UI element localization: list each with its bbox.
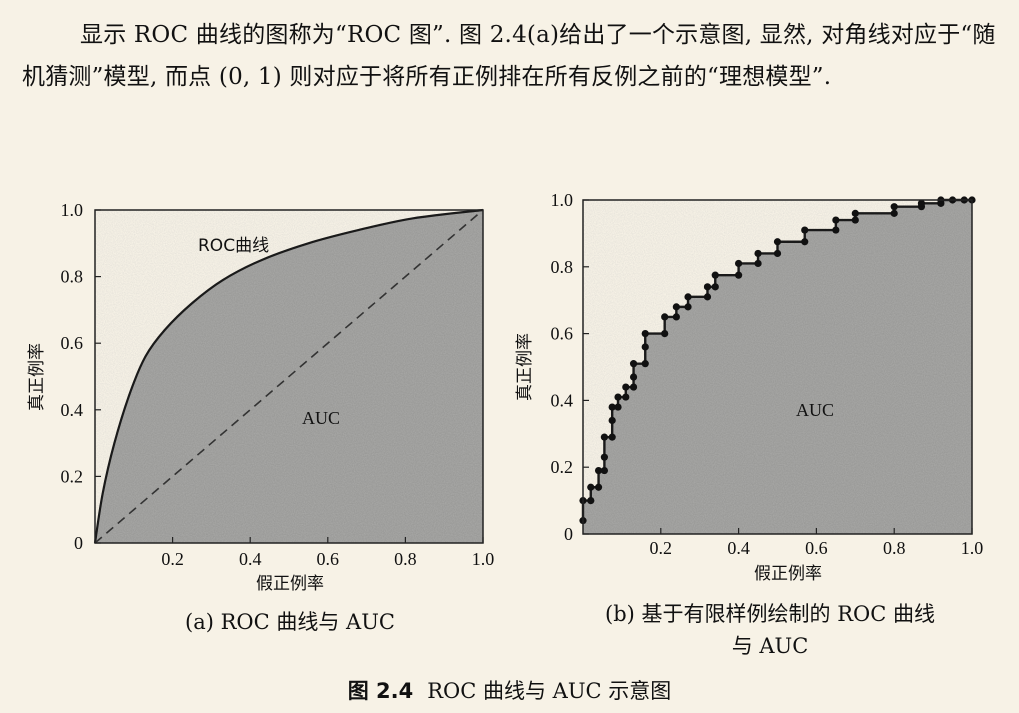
sample-point [773, 238, 782, 246]
sample-point [600, 453, 608, 461]
caption-b: (b) 基于有限样例绘制的 ROC 曲线 与 AUC [540, 598, 1000, 662]
sample-point [672, 303, 680, 311]
x-tick-label: 0.6 [317, 549, 340, 569]
x-axis-title-a: 假正例率 [256, 574, 324, 594]
sample-point [661, 330, 669, 338]
sample-point [890, 209, 898, 217]
sample-point [594, 483, 603, 491]
sample-point [754, 249, 762, 258]
chart-a: 0.2 0.4 0.6 0.8 1.0 0 0.2 0.4 0.6 0.8 1.0 ROC曲线 A… [27, 200, 494, 594]
y-tick-label: 0 [564, 524, 573, 544]
sample-point [629, 383, 638, 391]
figure-number: 图 2.4 [347, 679, 414, 703]
x-tick-label: 0.4 [239, 549, 262, 569]
sample-point [851, 209, 859, 217]
x-ticks-b: 0.2 0.4 0.6 0.8 1.0 [650, 528, 984, 558]
sample-point [735, 259, 743, 268]
sample-point [587, 483, 595, 491]
y-axis-title-b: 真正例率 [515, 333, 535, 401]
sample-point [629, 360, 638, 368]
y-tick-label: 0.2 [551, 457, 574, 477]
caption-a: (a) ROC 曲线与 AUC [185, 610, 395, 634]
y-tick-label: 0 [74, 533, 83, 553]
x-ticks-a: 0.2 0.4 0.6 0.8 1.0 [161, 537, 494, 569]
sample-point [703, 293, 712, 301]
y-ticks-a: 0 0.2 0.4 0.6 0.8 1.0 [61, 200, 101, 553]
y-tick-label: 1.0 [551, 190, 574, 210]
y-axis-title-a: 真正例率 [27, 343, 47, 411]
sample-point [703, 283, 712, 291]
x-axis-title-b: 假正例率 [754, 564, 822, 584]
x-tick-label: 0.4 [727, 538, 750, 558]
sample-point [587, 497, 595, 505]
plot-frame-b [582, 199, 973, 535]
x-tick-label: 0.8 [883, 538, 906, 558]
sample-point [641, 360, 649, 368]
y-tick-label: 0.8 [551, 257, 574, 277]
sample-point [684, 293, 692, 301]
sample-point [614, 393, 622, 401]
x-tick-label: 0.2 [161, 549, 184, 569]
sample-point [641, 343, 649, 351]
y-tick-label: 0.4 [551, 390, 574, 410]
x-tick-label: 0.6 [805, 538, 828, 558]
caption-b-line2: 与 AUC [731, 634, 809, 658]
sample-point [851, 216, 859, 224]
sample-point [600, 433, 608, 441]
auc-label-a: AUC [302, 408, 340, 428]
sample-point [832, 226, 840, 234]
y-tick-label: 0.8 [61, 267, 84, 287]
y-tick-label: 1.0 [61, 200, 84, 220]
sample-point [641, 330, 649, 338]
caption-b-line1: (b) 基于有限样例绘制的 ROC 曲线 [605, 602, 935, 626]
auc-label-b: AUC [796, 400, 834, 420]
sample-point [735, 271, 743, 279]
sample-point [711, 283, 719, 291]
y-tick-label: 0.2 [61, 466, 84, 486]
y-tick-label: 0.6 [61, 333, 84, 353]
plot-frame-a [94, 209, 484, 544]
sample-point [614, 403, 622, 411]
sample-point [684, 303, 692, 311]
sample-point [608, 416, 616, 425]
sample-point [622, 393, 630, 401]
y-tick-label: 0.6 [551, 324, 574, 344]
sample-point [801, 226, 809, 234]
sample-point [754, 259, 762, 268]
roc-curve-label: ROC曲线 [198, 236, 269, 256]
sample-point [832, 216, 840, 224]
body-paragraph: 显示 ROC 曲线的图称为“ROC 图”. 图 2.4(a)给出了一个示意图, … [22, 22, 996, 90]
sample-point [773, 249, 782, 258]
sample-point [672, 313, 680, 321]
chart-b: 0.2 0.4 0.6 0.8 1.0 0 0.2 0.4 0.6 0.8 1.0 AUC 假正例… [515, 190, 983, 584]
figure-caption: 图 2.4 ROC 曲线与 AUC 示意图 [0, 675, 1019, 705]
sample-point [608, 403, 616, 411]
sample-point [890, 203, 898, 211]
x-tick-label: 0.8 [394, 549, 417, 569]
sample-point [629, 373, 638, 381]
sample-point [661, 313, 669, 321]
roc-curve-a [93, 208, 484, 544]
random-guess-diagonal [94, 209, 484, 544]
x-tick-label: 0.2 [650, 538, 673, 558]
y-ticks-b: 0 0.2 0.4 0.6 0.8 1.0 [551, 190, 589, 544]
sample-point [600, 466, 608, 475]
y-tick-label: 0.4 [61, 400, 84, 420]
sample-point [594, 466, 603, 475]
x-tick-label: 1.0 [472, 549, 495, 569]
sample-point [622, 383, 630, 391]
sample-point [917, 199, 926, 207]
sample-point [711, 271, 719, 279]
x-tick-label: 1.0 [961, 538, 984, 558]
sample-point [801, 238, 809, 246]
sample-point [608, 433, 616, 441]
figure-title: ROC 曲线与 AUC 示意图 [427, 679, 672, 703]
sample-points-b [579, 196, 976, 525]
